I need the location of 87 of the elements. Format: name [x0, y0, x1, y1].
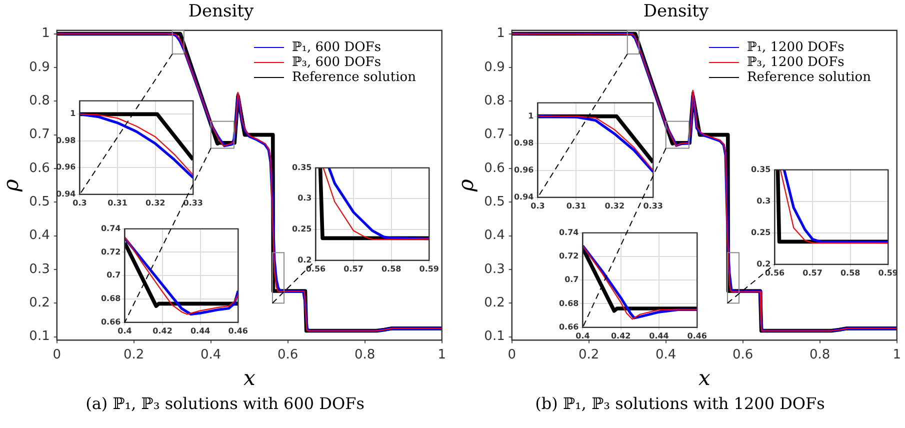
y-tick-label: 0.6 — [484, 160, 505, 176]
y-tick-label: 1 — [528, 111, 534, 120]
x-tick-label: 0.56 — [306, 264, 326, 274]
x-tick-label: 0.57 — [344, 264, 364, 274]
y-tick-label: 0.98 — [514, 138, 534, 148]
x-tick-label: 0.8 — [354, 347, 376, 362]
x-tick-label: 0.3 — [72, 198, 87, 208]
x-tick-label: 0.42 — [152, 326, 172, 336]
chart-title: Density — [188, 2, 254, 22]
y-axis-title: ρ — [454, 178, 478, 192]
legend-label: ℙ₁, 600 DOFs — [292, 40, 381, 55]
y-tick-label: 0.7 — [564, 275, 579, 284]
y-tick-label: 0.8 — [29, 93, 50, 108]
y-tick-label: 0.6 — [29, 160, 50, 176]
y-tick-label: 0.7 — [29, 127, 50, 142]
y-tick-label: 0.9 — [29, 60, 50, 75]
legend-label: ℙ₃, 600 DOFs — [292, 55, 381, 70]
x-tick-label: 0.31 — [566, 201, 586, 210]
y-tick-label: 0.74 — [558, 228, 580, 237]
y-tick-label: 0.7 — [484, 127, 505, 142]
x-tick-label: 0.32 — [604, 201, 625, 210]
y-tick-label: 0.35 — [292, 162, 312, 172]
x-tick-label: 0.6 — [732, 347, 754, 362]
x-tick-label: 0.31 — [108, 198, 128, 208]
x-tick-label: 0 — [52, 347, 62, 362]
y-tick-label: 0.96 — [514, 165, 534, 174]
y-tick-label: 0.1 — [484, 329, 505, 344]
x-tick-label: 0.57 — [802, 268, 822, 278]
x-axis-title: x — [698, 366, 710, 390]
x-tick-label: 0.56 — [764, 268, 786, 278]
y-tick-label: 0.74 — [100, 224, 122, 233]
legend-label: ℙ₁, 1200 DOFs — [747, 40, 844, 55]
y-tick-label: 0.94 — [514, 192, 534, 202]
x-tick-label: 0.4 — [576, 331, 590, 340]
x-tick-label: 1 — [438, 347, 446, 362]
x-tick-label: 0.33 — [643, 201, 664, 210]
x-tick-label: 0.8 — [810, 347, 830, 362]
y-tick-label: 0.2 — [29, 296, 50, 311]
x-tick-label: 0.46 — [687, 331, 708, 340]
y-tick-label: 1 — [496, 26, 505, 42]
x-tick-label: 0.42 — [610, 331, 631, 340]
legend-label: Reference solution — [747, 70, 871, 85]
x-tick-label: 0.44 — [649, 331, 670, 340]
y-tick-label: 0.2 — [298, 255, 312, 264]
y-tick-label: 0.66 — [558, 322, 580, 332]
x-tick-label: 0.44 — [190, 326, 211, 336]
x-tick-label: 1 — [892, 347, 902, 362]
x-tick-label: 0.4 — [118, 326, 132, 336]
x-tick-label: 0.32 — [145, 198, 166, 208]
x-tick-label: 0.58 — [381, 264, 402, 274]
x-tick-label: 0.46 — [228, 326, 248, 336]
y-tick-label: 0.7 — [106, 270, 121, 280]
y-tick-label: 0.72 — [558, 252, 579, 261]
y-tick-label: 0.2 — [484, 296, 505, 311]
y-tick-label: 0.72 — [100, 247, 121, 256]
y-tick-label: 0.35 — [750, 164, 772, 174]
x-tick-label: 0.6 — [278, 347, 298, 362]
x-tick-label: 0 — [508, 347, 516, 362]
y-axis-title: ρ — [0, 178, 24, 192]
x-tick-label: 0.58 — [840, 268, 861, 278]
x-axis-title: x — [243, 366, 256, 390]
y-tick-label: 0.68 — [100, 294, 122, 304]
x-tick-label: 0.3 — [530, 201, 545, 210]
x-tick-label: 0.4 — [656, 347, 676, 362]
y-tick-label: 0.5 — [484, 194, 505, 210]
y-tick-label: 1 — [42, 26, 50, 42]
y-tick-label: 0.66 — [100, 317, 122, 326]
y-tick-label: 0.68 — [558, 298, 580, 308]
x-tick-label: 0.4 — [200, 347, 222, 362]
text: (b) ℙ₁, ℙ₃ solutions with 1200 DOFs — [534, 394, 826, 413]
legend-label: ℙ₃, 1200 DOFs — [747, 55, 844, 70]
x-tick-label: 0.2 — [578, 347, 600, 362]
y-tick-label: 0.25 — [292, 224, 312, 234]
x-tick-label: 0.33 — [183, 198, 204, 208]
y-tick-label: 0.1 — [29, 329, 50, 344]
x-tick-label: 0.2 — [124, 347, 144, 362]
y-tick-label: 0.25 — [750, 228, 772, 237]
y-tick-label: 0.8 — [484, 93, 505, 108]
y-tick-label: 0.4 — [484, 228, 505, 244]
y-tick-label: 1 — [70, 109, 76, 118]
y-tick-label: 0.4 — [29, 228, 50, 244]
y-tick-label: 0.5 — [29, 194, 50, 210]
legend-label: Reference solution — [292, 70, 416, 85]
text: (a) ℙ₁, ℙ₃ solutions with 600 DOFs — [84, 394, 366, 413]
y-tick-label: 0.9 — [484, 60, 505, 75]
chart-title: Density — [643, 2, 710, 22]
x-tick-label: 0.59 — [419, 264, 440, 274]
